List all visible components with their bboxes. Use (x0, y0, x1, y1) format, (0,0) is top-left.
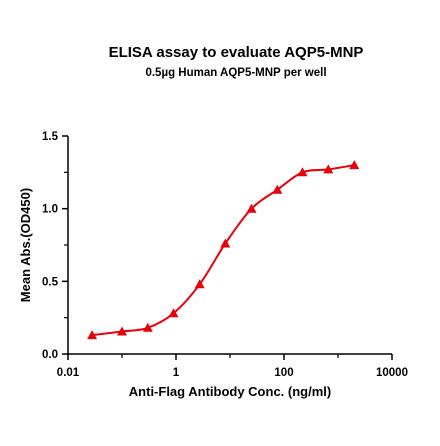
x-axis-ticks: 0.01 1 100 10000 (57, 354, 408, 379)
x-tick-label: 100 (274, 367, 293, 379)
data-point-triangle (168, 308, 179, 318)
y-axis-ticks: 0.0 0.5 1.0 1.5 (42, 131, 68, 361)
data-point-triangle (323, 164, 334, 174)
chart-subtitle: 0.5µg Human AQP5-MNP per well (145, 67, 326, 79)
data-point-triangle (87, 330, 98, 340)
x-tick-label: 1 (173, 367, 180, 379)
data-points (87, 160, 360, 340)
data-point-triangle (142, 322, 153, 332)
x-axis-label: Anti-Flag Antibody Conc. (ng/ml) (129, 384, 331, 399)
data-point-triangle (117, 326, 127, 336)
fit-curve-group (91, 164, 355, 337)
y-tick-label: 1.5 (42, 131, 59, 143)
chart-title: ELISA assay to evaluate AQP5-MNP (109, 44, 364, 61)
data-point-triangle (194, 279, 205, 289)
data-point-triangle (272, 184, 283, 194)
data-point-triangle (246, 203, 257, 213)
axes (67, 136, 392, 355)
y-tick-label: 0.5 (42, 276, 59, 288)
data-point-triangle (349, 160, 360, 170)
x-tick-label: 0.01 (57, 367, 80, 379)
fit-curve (91, 164, 355, 337)
y-axis-label: Mean Abs.(OD450) (18, 188, 33, 302)
y-tick-label: 1.0 (42, 204, 58, 216)
x-tick-label: 10000 (376, 367, 408, 379)
y-tick-label: 0.0 (42, 349, 58, 361)
data-point-triangle (220, 238, 231, 248)
data-point-triangle (297, 167, 308, 177)
